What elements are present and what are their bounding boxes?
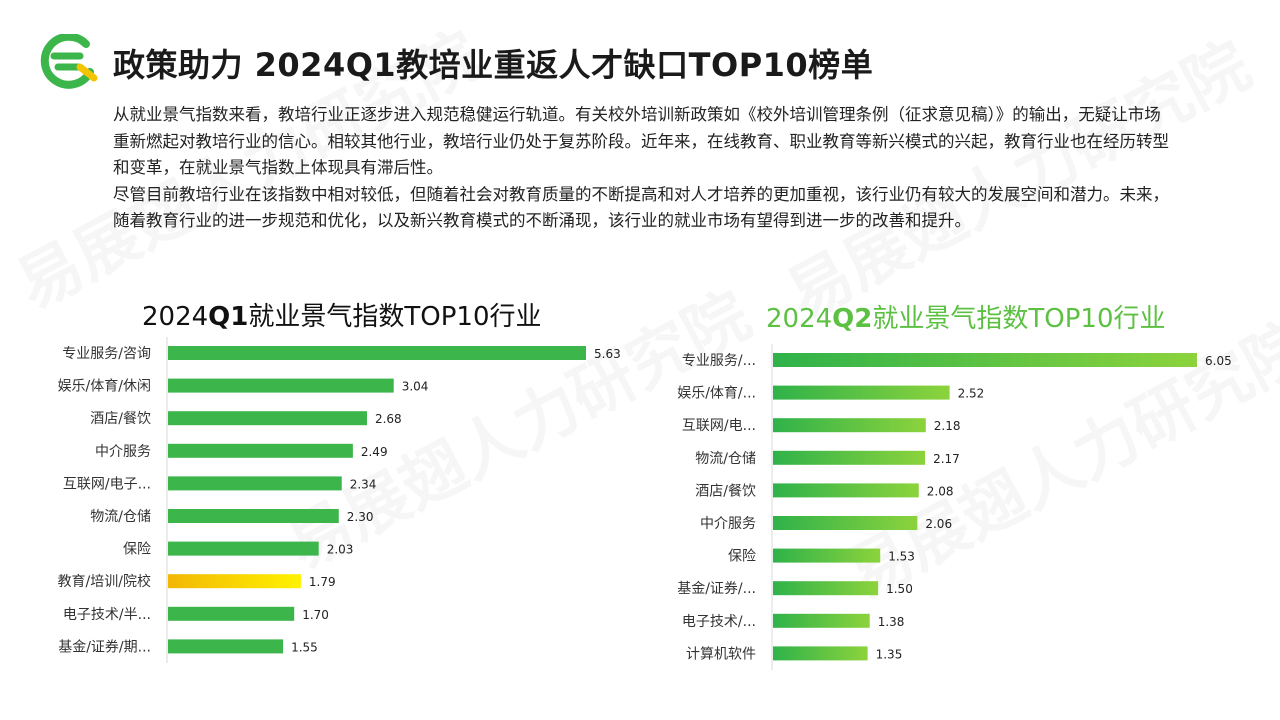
category-label: 保险 [728, 549, 756, 565]
category-label: 互联网/电... [682, 418, 756, 434]
category-label: 教育/培训/院校 [58, 573, 151, 590]
bar [773, 385, 950, 400]
category-label: 酒店/餐饮 [695, 483, 756, 499]
q1-title-bold: Q1 [208, 302, 249, 332]
value-label: 1.70 [302, 608, 329, 622]
value-label: 2.17 [933, 452, 960, 466]
value-label: 2.18 [934, 419, 961, 433]
category-label: 物流/仓储 [90, 509, 151, 525]
bar [168, 606, 295, 621]
value-label: 3.04 [402, 380, 429, 394]
value-label: 2.52 [958, 387, 985, 401]
intro-paragraph-1: 从就业景气指数来看，教培行业正逐步进入规范稳健运行轨道。有关校外培训新政策如《校… [113, 105, 1169, 177]
value-label: 1.55 [291, 640, 318, 654]
bar [773, 450, 926, 465]
bar [168, 411, 367, 426]
q2-title-bold: Q2 [832, 304, 873, 334]
q1-bar-chart: 专业服务/咨询 5.63 娱乐/体育/休闲 3.04 酒店/餐饮 2.68 中介服务 2.49… [58, 337, 621, 663]
bar [168, 346, 586, 360]
bar [168, 378, 394, 393]
category-label: 娱乐/体育/休闲 [58, 379, 151, 395]
bar [773, 418, 926, 433]
value-label: 2.03 [327, 543, 354, 557]
category-label: 专业服务/咨询 [62, 346, 151, 362]
category-label: 电子技术/半... [63, 607, 151, 623]
value-label: 1.38 [878, 615, 905, 629]
value-label: 1.50 [886, 582, 913, 596]
bar [773, 581, 879, 596]
intro-text: 从就业景气指数来看，教培行业正逐步进入规范稳健运行轨道。有关校外培训新政策如《校… [113, 102, 1173, 235]
bar [168, 443, 353, 458]
value-label: 6.05 [1205, 354, 1232, 368]
value-label: 5.63 [594, 347, 621, 361]
q2-title-suffix: 就业景气指数TOP10行业 [872, 304, 1166, 334]
category-label: 电子技术/... [682, 614, 756, 630]
bar [773, 516, 918, 530]
bar [773, 548, 881, 563]
bar [168, 574, 301, 589]
bar [773, 646, 868, 661]
value-label: 2.68 [375, 412, 402, 426]
q1-title-suffix: 就业景气指数TOP10行业 [248, 302, 542, 332]
bar [168, 541, 319, 556]
value-label: 1.53 [888, 550, 915, 564]
category-label: 专业服务/... [682, 353, 756, 369]
value-label: 2.34 [350, 477, 377, 491]
bar [773, 353, 1197, 367]
bar [168, 639, 284, 654]
category-label: 计算机软件 [686, 646, 756, 662]
value-label: 1.79 [309, 575, 336, 589]
category-label: 物流/仓储 [695, 451, 756, 467]
bar [773, 613, 870, 628]
bar [773, 483, 919, 498]
bar [168, 509, 339, 523]
q2-title-prefix: 2024 [766, 304, 833, 334]
q2-chart-title: 2024Q2就业景气指数TOP10行业 [766, 298, 1166, 335]
q2-bar-chart: 专业服务/... 6.05 娱乐/体育/... 2.52 互联网/电... 2.18 物流/… [677, 344, 1232, 670]
category-label: 保险 [123, 542, 151, 558]
category-label: 基金/证券/期... [58, 638, 151, 655]
value-label: 2.06 [925, 517, 952, 531]
page-title: 政策助力 2024Q1教培业重返人才缺口TOP10榜单 [113, 46, 874, 84]
q1-chart-title: 2024Q1就业景气指数TOP10行业 [142, 296, 542, 333]
category-label: 中介服务 [95, 444, 151, 460]
category-label: 酒店/餐饮 [90, 411, 151, 427]
category-label: 互联网/电子... [63, 476, 151, 492]
value-label: 2.08 [927, 484, 954, 498]
brand-logo-icon [40, 34, 98, 89]
category-label: 娱乐/体育/... [677, 386, 756, 402]
value-label: 2.49 [361, 445, 388, 459]
q1-title-prefix: 2024 [142, 302, 209, 332]
bar [168, 476, 342, 491]
category-label: 中介服务 [700, 516, 756, 532]
intro-paragraph-2: 尽管目前教培行业在该指数中相对较低，但随着社会对教育质量的不断提高和对人才培养的… [113, 184, 1169, 231]
value-label: 1.35 [876, 647, 903, 661]
value-label: 2.30 [347, 510, 374, 524]
category-label: 基金/证券/... [677, 580, 756, 597]
